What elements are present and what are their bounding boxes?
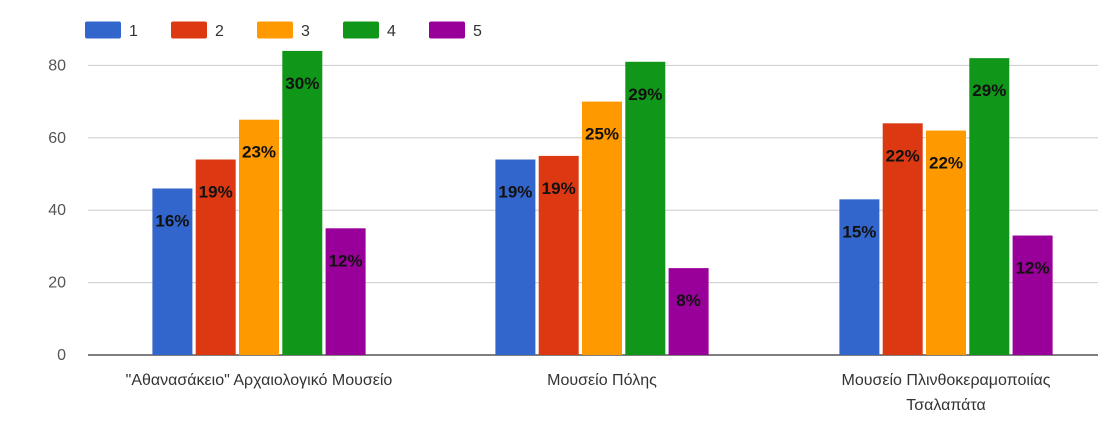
bar[interactable] [239, 119, 279, 355]
bar[interactable] [538, 155, 579, 355]
bar[interactable] [325, 228, 366, 355]
bar[interactable] [1012, 235, 1053, 355]
y-axis: 0 20 40 60 80 [48, 57, 66, 364]
legend[interactable]: 1 2 3 4 5 [85, 21, 482, 41]
bar[interactable] [625, 61, 666, 355]
y-tick-label: 60 [48, 130, 66, 147]
bars [152, 50, 1053, 356]
legend-swatch [429, 21, 465, 39]
x-tick-label: Τσαλαπάτα [906, 397, 986, 414]
legend-item[interactable]: 4 [343, 21, 396, 41]
data-label: 16% [155, 211, 189, 230]
data-label: 19% [542, 179, 576, 198]
legend-label: 5 [473, 23, 482, 40]
bar[interactable] [882, 123, 923, 355]
data-label: 12% [1016, 259, 1050, 278]
legend-label: 3 [301, 23, 310, 40]
y-tick-label: 80 [48, 57, 66, 74]
legend-item[interactable]: 3 [257, 21, 310, 41]
data-label: 12% [329, 251, 363, 270]
y-tick-label: 20 [48, 275, 66, 292]
legend-item[interactable]: 5 [429, 21, 482, 41]
bar[interactable] [495, 159, 536, 355]
legend-label: 2 [215, 23, 224, 40]
legend-swatch [171, 21, 207, 39]
legend-swatch [257, 21, 293, 39]
bar[interactable] [195, 159, 236, 355]
x-axis: "Αθανασάκειο" Αρχαιολογικό Μουσείο Μουσεί… [126, 372, 1051, 414]
legend-item[interactable]: 2 [171, 21, 224, 41]
data-label: 29% [628, 85, 662, 104]
bar[interactable] [582, 101, 622, 355]
y-tick-label: 40 [48, 202, 66, 219]
legend-label: 1 [129, 23, 138, 40]
data-label: 25% [585, 125, 619, 144]
bar[interactable] [839, 199, 880, 355]
bar[interactable] [282, 50, 323, 356]
bar[interactable] [969, 58, 1010, 355]
legend-swatch [343, 21, 379, 39]
bar[interactable] [152, 188, 193, 355]
y-tick-label: 0 [57, 347, 66, 364]
data-label: 29% [972, 81, 1006, 100]
x-tick-label: Μουσείο Πλινθοκεραμοποιίας [842, 372, 1051, 389]
data-label: 8% [676, 291, 701, 310]
legend-item[interactable]: 1 [85, 21, 138, 41]
legend-swatch [85, 21, 121, 39]
bar[interactable] [668, 268, 709, 355]
x-tick-label: Μουσείο Πόλης [547, 372, 657, 389]
legend-label: 4 [387, 23, 396, 40]
data-label: 19% [498, 183, 532, 202]
bar[interactable] [926, 130, 966, 355]
data-label: 19% [199, 183, 233, 202]
data-labels: 16% 19% 23% 30% 12% 19% 19% 25% 29% 8% 15% 22% 22% 29… [155, 74, 1049, 310]
x-tick-label: "Αθανασάκειο" Αρχαιολογικό Μουσείο [126, 372, 393, 389]
data-label: 22% [929, 154, 963, 173]
data-label: 22% [886, 146, 920, 165]
data-label: 15% [842, 222, 876, 241]
data-label: 30% [285, 74, 319, 93]
data-label: 23% [242, 143, 276, 162]
